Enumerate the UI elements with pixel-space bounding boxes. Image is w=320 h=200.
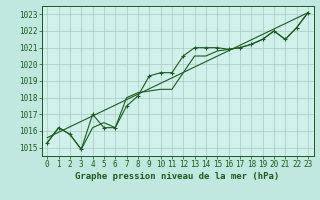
X-axis label: Graphe pression niveau de la mer (hPa): Graphe pression niveau de la mer (hPa) bbox=[76, 172, 280, 181]
